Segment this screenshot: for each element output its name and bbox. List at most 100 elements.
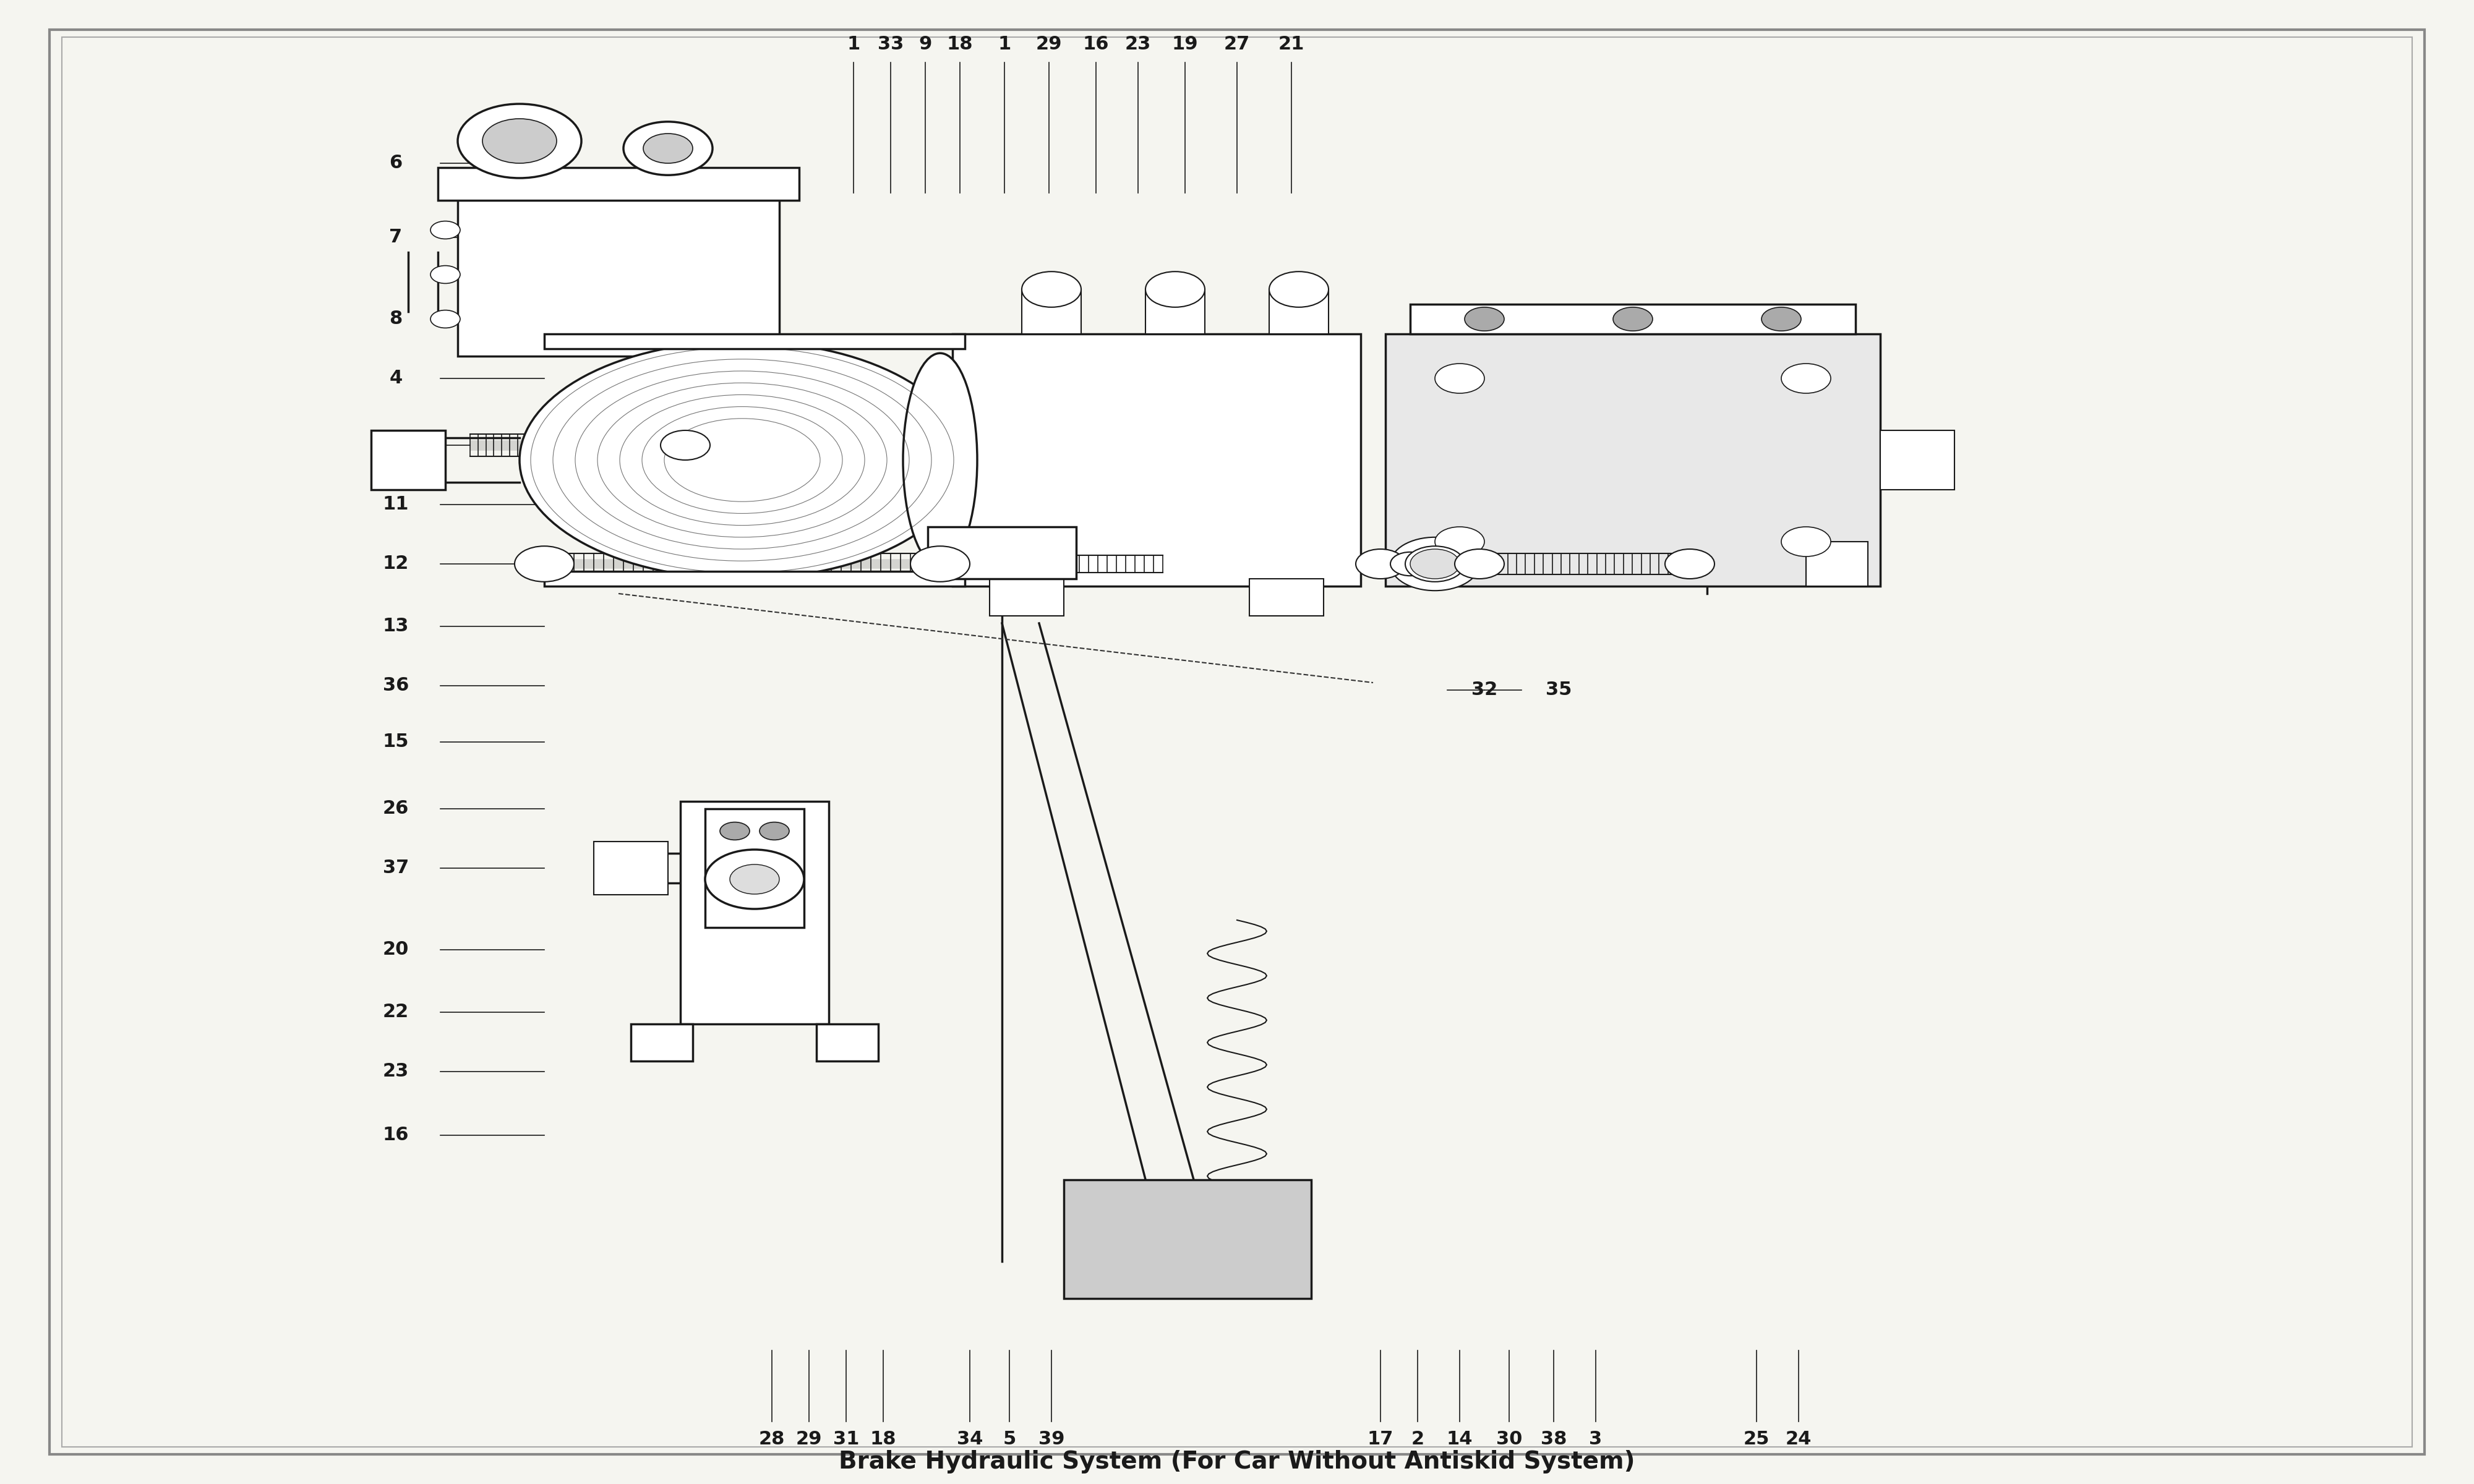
Text: 13: 13 (383, 617, 408, 635)
Circle shape (430, 266, 460, 283)
Text: 31: 31 (834, 1431, 858, 1448)
Text: 15: 15 (383, 733, 408, 751)
Circle shape (1410, 549, 1460, 579)
Bar (544, 334, 965, 349)
Circle shape (1465, 307, 1504, 331)
Bar (1269, 289, 1329, 334)
Text: 4: 4 (388, 370, 403, 387)
Bar (1880, 430, 1954, 490)
Bar (705, 809, 804, 927)
Text: 24: 24 (1786, 1431, 1811, 1448)
Text: 19: 19 (1173, 36, 1197, 53)
Text: 11: 11 (383, 496, 408, 513)
Circle shape (730, 864, 779, 893)
FancyBboxPatch shape (680, 801, 829, 1024)
Text: 8: 8 (388, 310, 403, 328)
Text: 21: 21 (1279, 36, 1304, 53)
Bar (594, 841, 668, 895)
Text: 6: 6 (388, 154, 403, 172)
FancyBboxPatch shape (1064, 1180, 1311, 1298)
Text: 5: 5 (1002, 1431, 1017, 1448)
Bar (371, 430, 445, 490)
Circle shape (1435, 527, 1484, 556)
Circle shape (1390, 537, 1479, 591)
Text: 14: 14 (1447, 1431, 1472, 1448)
Text: 30: 30 (1497, 1431, 1522, 1448)
Bar (1022, 289, 1081, 334)
FancyBboxPatch shape (816, 1024, 878, 1061)
Text: 3: 3 (1588, 1431, 1603, 1448)
Text: 36: 36 (383, 677, 408, 695)
Text: 27: 27 (1225, 36, 1249, 53)
Text: 38: 38 (1541, 1431, 1566, 1448)
Text: 18: 18 (948, 36, 972, 53)
FancyBboxPatch shape (458, 178, 779, 356)
Circle shape (1405, 546, 1465, 582)
Circle shape (1356, 549, 1405, 579)
Circle shape (1613, 307, 1653, 331)
Bar (990, 579, 1064, 616)
FancyBboxPatch shape (1410, 304, 1856, 334)
Text: 35: 35 (1546, 681, 1571, 699)
Text: 1: 1 (846, 36, 861, 53)
Circle shape (1022, 272, 1081, 307)
Text: 33: 33 (878, 36, 903, 53)
Circle shape (643, 134, 693, 163)
FancyBboxPatch shape (438, 168, 799, 200)
Text: 28: 28 (760, 1431, 784, 1448)
Text: 25: 25 (1744, 1431, 1769, 1448)
Circle shape (1665, 549, 1714, 579)
Text: 16: 16 (1084, 36, 1108, 53)
Bar (928, 527, 1076, 579)
Circle shape (458, 104, 581, 178)
Text: 22: 22 (383, 1003, 408, 1021)
FancyBboxPatch shape (1385, 334, 1880, 586)
Ellipse shape (520, 341, 965, 579)
Circle shape (482, 119, 557, 163)
Circle shape (1455, 549, 1504, 579)
Text: 20: 20 (383, 941, 408, 959)
Text: 29: 29 (797, 1431, 821, 1448)
Circle shape (910, 546, 970, 582)
Text: 37: 37 (383, 859, 408, 877)
Circle shape (1781, 364, 1831, 393)
Circle shape (661, 430, 710, 460)
Text: 32: 32 (1472, 681, 1497, 699)
FancyBboxPatch shape (952, 334, 1361, 586)
Circle shape (430, 221, 460, 239)
Text: 23: 23 (383, 1063, 408, 1080)
Text: 16: 16 (383, 1126, 408, 1144)
Circle shape (1781, 527, 1831, 556)
Circle shape (1390, 552, 1430, 576)
Circle shape (1435, 364, 1484, 393)
Text: 1: 1 (997, 36, 1012, 53)
Text: 29: 29 (1037, 36, 1061, 53)
Text: 2: 2 (1410, 1431, 1425, 1448)
Text: 17: 17 (1368, 1431, 1393, 1448)
Text: 34: 34 (957, 1431, 982, 1448)
Text: 26: 26 (383, 800, 408, 818)
Text: 9: 9 (918, 36, 933, 53)
Circle shape (705, 849, 804, 908)
Text: 7: 7 (388, 229, 403, 246)
Bar (1806, 542, 1868, 586)
Circle shape (515, 546, 574, 582)
Circle shape (1269, 272, 1329, 307)
Text: 10: 10 (383, 436, 408, 454)
Circle shape (1761, 307, 1801, 331)
Bar (1249, 579, 1324, 616)
Text: 23: 23 (1126, 36, 1150, 53)
FancyBboxPatch shape (631, 1024, 693, 1061)
Circle shape (430, 310, 460, 328)
Circle shape (720, 822, 750, 840)
Circle shape (623, 122, 713, 175)
Text: 39: 39 (1039, 1431, 1064, 1448)
Text: 12: 12 (383, 555, 408, 573)
Bar (544, 571, 965, 586)
Text: 18: 18 (871, 1431, 896, 1448)
Bar (1145, 289, 1205, 334)
Circle shape (1145, 272, 1205, 307)
Text: Brake Hydraulic System (For Car Without Antiskid System): Brake Hydraulic System (For Car Without … (839, 1450, 1635, 1474)
Ellipse shape (903, 353, 977, 567)
Circle shape (760, 822, 789, 840)
